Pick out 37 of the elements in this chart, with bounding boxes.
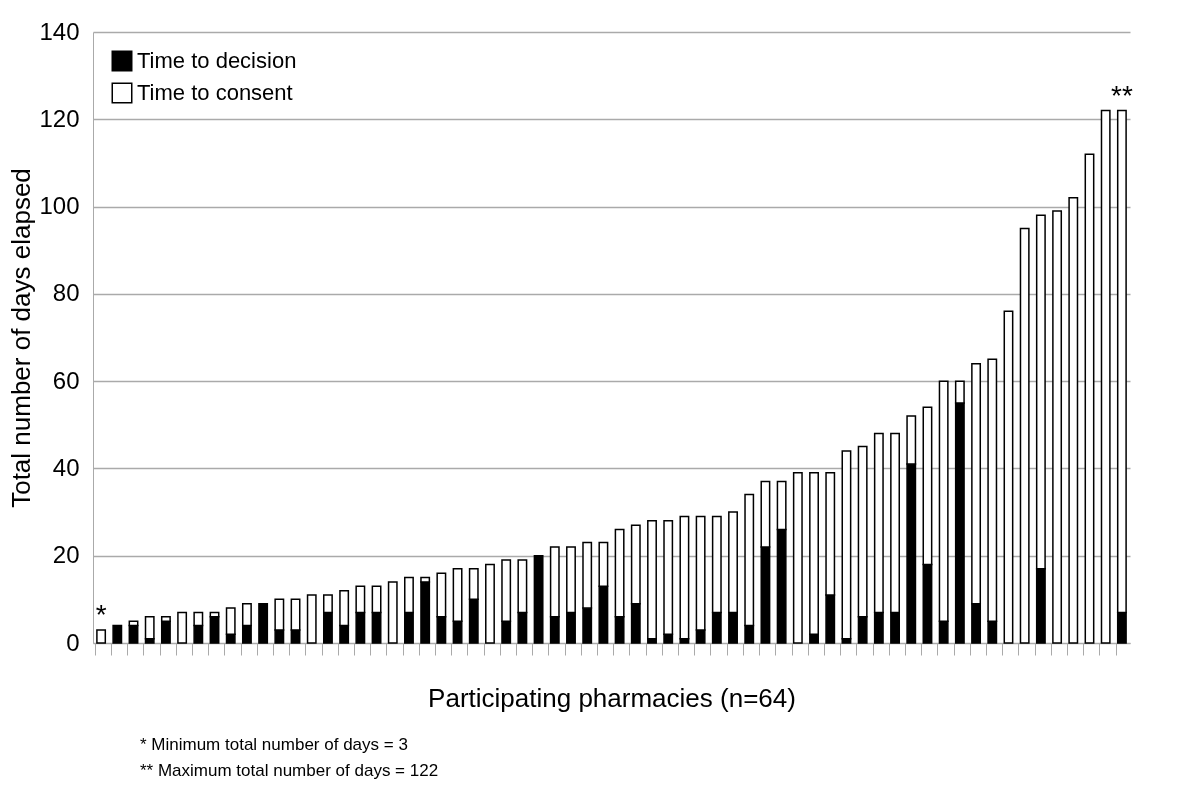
bar (679, 515, 690, 640)
bar (144, 616, 155, 640)
annotation: * (95, 598, 107, 630)
bar (160, 620, 171, 644)
y-tick-label: 20 (52, 541, 80, 569)
x-axis-title: Participating pharmacies (n=64) (428, 683, 796, 713)
bar (177, 611, 188, 644)
bar (792, 472, 803, 644)
bar (841, 450, 852, 640)
y-tick-label: 40 (52, 453, 80, 481)
y-tick-label: 80 (52, 279, 80, 307)
bar (258, 602, 269, 644)
bar (112, 624, 123, 644)
bar (387, 581, 398, 644)
y-tick-label: 140 (39, 17, 80, 45)
bar (420, 581, 431, 644)
legend-label: Time to consent (137, 80, 293, 105)
text: ** Maximum total number of days = 122 (140, 760, 439, 782)
bar (306, 594, 317, 644)
y-tick-label: 120 (39, 104, 80, 132)
bar (1019, 227, 1030, 644)
bar (647, 520, 657, 640)
y-axis-title: Total number of days elapsed (6, 168, 37, 508)
annotation: ** (1111, 79, 1133, 111)
bar (1100, 109, 1111, 644)
y-tick-label: 100 (39, 192, 80, 220)
bar (1068, 197, 1079, 644)
bar (1052, 210, 1063, 644)
bar (533, 554, 544, 644)
y-tick-label: 0 (66, 628, 80, 656)
bar (485, 563, 495, 644)
y-tick-label: 60 (52, 366, 80, 394)
text: * Minimum total number of days = 3 (140, 734, 409, 756)
bar (96, 629, 107, 644)
bar (1003, 310, 1014, 644)
bar (1084, 153, 1095, 644)
legend-label: Time to decision (137, 48, 297, 73)
